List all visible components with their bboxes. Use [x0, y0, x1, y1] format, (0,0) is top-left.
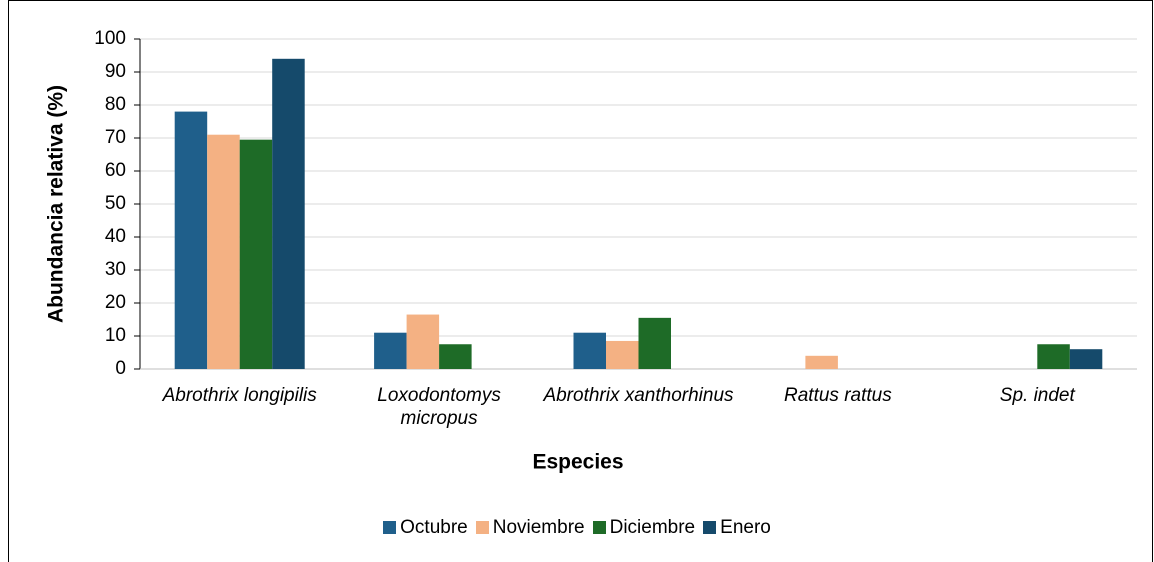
legend-swatch	[703, 521, 717, 534]
bar	[406, 314, 440, 369]
legend-item: Octubre	[383, 517, 468, 539]
y-tick-label: 20	[105, 292, 126, 313]
x-tick-label: Loxodontomys micropus	[377, 385, 501, 429]
bar	[174, 111, 208, 369]
y-tick-label: 50	[105, 193, 126, 214]
legend-label: Noviembre	[492, 517, 585, 538]
x-tick-label: Abrothrix longipilis	[162, 385, 317, 406]
bar	[239, 139, 273, 369]
legend-label: Diciembre	[609, 517, 696, 538]
y-tick-label: 100	[94, 28, 126, 49]
x-tick-label: Rattus rattus	[784, 385, 892, 406]
y-axis-title: Abundancia relativa (%)	[45, 85, 68, 323]
y-tick-label: 0	[115, 358, 126, 379]
bar	[1037, 344, 1070, 369]
x-axis-title: Especies	[532, 451, 623, 474]
legend-item: Noviembre	[475, 517, 585, 539]
legend-item: Enero	[703, 517, 771, 539]
bar	[606, 340, 639, 369]
y-tick-label: 30	[105, 259, 126, 280]
bar	[272, 58, 305, 370]
bar	[638, 317, 671, 369]
legend-label: Enero	[720, 517, 771, 538]
y-tick-label: 80	[105, 94, 126, 115]
legend-swatch	[475, 521, 489, 534]
bar	[439, 344, 472, 369]
y-tick-label: 10	[105, 325, 126, 346]
legend-swatch	[383, 521, 397, 534]
x-tick-label: Sp. indet	[999, 385, 1075, 406]
frame	[8, 0, 1153, 562]
legend: Octubre Noviembre Diciembre Enero	[0, 517, 1154, 539]
bar	[374, 332, 407, 369]
bar	[1069, 349, 1103, 369]
legend-label: Octubre	[400, 517, 468, 538]
bar	[207, 134, 240, 369]
y-tick-label: 60	[105, 160, 126, 181]
bar	[573, 332, 606, 369]
x-tick-label: Abrothrix xanthorhinus	[543, 385, 734, 406]
y-tick-label: 90	[105, 61, 126, 82]
legend-swatch	[592, 521, 606, 534]
legend-item: Diciembre	[592, 517, 696, 539]
y-tick-label: 70	[105, 127, 126, 148]
y-tick-label: 40	[105, 226, 126, 247]
bar	[805, 355, 838, 369]
